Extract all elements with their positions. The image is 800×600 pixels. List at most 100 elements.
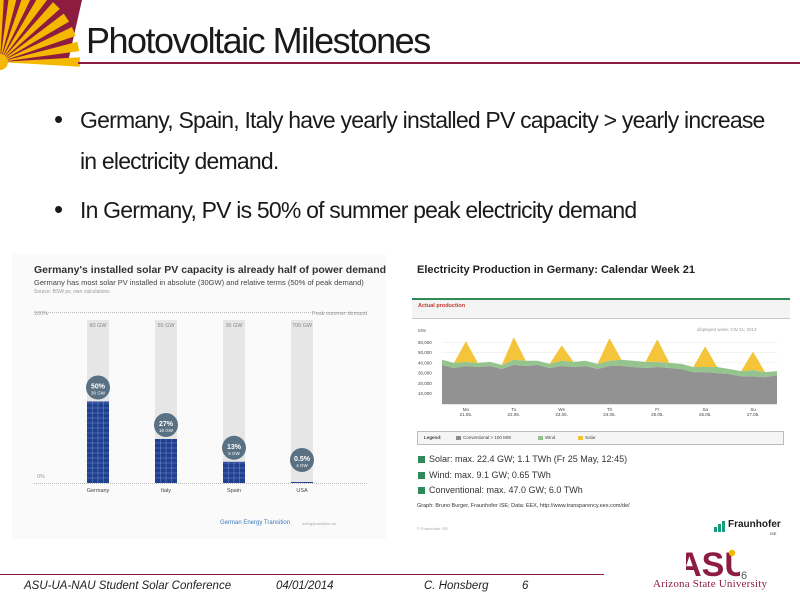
x-tick-label: 21.05. bbox=[460, 412, 473, 417]
demand-label: 55 GW bbox=[157, 323, 175, 329]
stat-item: Conventional: max. 47.0 GW; 6.0 TWh bbox=[417, 483, 627, 499]
gw-label: 5 GW bbox=[228, 451, 240, 456]
x-tick-label: 24.05. bbox=[603, 412, 616, 417]
production-header-label: Actual production bbox=[418, 303, 466, 309]
x-tick-label: 23.05. bbox=[555, 412, 568, 417]
bullet-item: • In Germany, PV is 50% of summer peak e… bbox=[52, 190, 772, 231]
value-bubble bbox=[290, 448, 314, 472]
bullet-dot-icon: • bbox=[54, 194, 63, 224]
sun-ray-icon bbox=[0, 2, 60, 62]
axis-label-100: 100% bbox=[34, 311, 49, 317]
production-stats: Solar: max. 22.4 GW; 1.1 TWh (Fr 25 May,… bbox=[417, 452, 627, 499]
sunburst-logo-icon bbox=[0, 0, 82, 70]
energy-transition-site: energytransition.de bbox=[302, 521, 337, 526]
bullet-item: • Germany, Spain, Italy have yearly inst… bbox=[52, 100, 772, 182]
footer-author: C. Honsberg bbox=[424, 580, 489, 592]
x-tick-label: Su bbox=[750, 407, 756, 412]
graph-credit: Graph: Bruno Burger, Fraunhofer ISE; Dat… bbox=[417, 503, 630, 509]
slide-title: Photovoltaic Milestones bbox=[86, 20, 431, 61]
category-label: Spain bbox=[227, 488, 241, 494]
stat-item: Solar: max. 22.4 GW; 1.1 TWh (Fr 25 May,… bbox=[417, 452, 627, 468]
pct-label: 0.5% bbox=[294, 456, 311, 463]
legend-swatch-icon bbox=[456, 435, 461, 440]
fraunhofer-logo-sub: ISE bbox=[770, 531, 777, 536]
x-tick-label: Sa bbox=[702, 407, 708, 412]
y-tick-label: 60,000 bbox=[418, 340, 432, 345]
pct-label: 50% bbox=[91, 384, 106, 391]
footer-page: 6 bbox=[522, 580, 529, 592]
pv-bar-chart: 60 GW 50%30 GW Germany 55 GW 27%15 GW Italy 35… bbox=[86, 320, 314, 494]
university-name: Arizona State University bbox=[653, 578, 768, 590]
stat-text: Solar: max. 22.4 GW; 1.1 TWh (Fr 25 May,… bbox=[429, 454, 628, 464]
x-tick-label: 22.05. bbox=[508, 412, 521, 417]
pv-figure-source: Source: BSW pv, own calculations bbox=[34, 289, 110, 295]
axis-line-top bbox=[34, 312, 367, 313]
x-tick-label: 25.05. bbox=[651, 412, 664, 417]
page-number-corner: 6 bbox=[741, 570, 748, 582]
bullet-text: Germany, Spain, Italy have yearly instal… bbox=[80, 107, 765, 174]
pv-bar bbox=[155, 438, 177, 483]
stat-text: Wind: max. 9.1 GW; 0.65 TWh bbox=[429, 469, 551, 480]
legend-item-wind: Wind bbox=[538, 435, 555, 440]
sun-ray-icon bbox=[0, 57, 80, 67]
sun-ray-icon bbox=[0, 27, 76, 62]
footer-conference: ASU-UA-NAU Student Solar Conference bbox=[24, 580, 232, 592]
category-label: Italy bbox=[161, 488, 171, 494]
legend-swatch-icon bbox=[578, 435, 583, 440]
legend-title: Legend: bbox=[424, 435, 442, 440]
fraunhofer-mark-icon bbox=[714, 521, 725, 532]
legend-swatch-icon bbox=[538, 435, 543, 440]
pct-label: 27% bbox=[159, 421, 174, 428]
asu-logo-icon: ASU bbox=[686, 546, 740, 582]
fraunhofer-logo-text: Fraunhofer bbox=[728, 519, 781, 530]
axis-line-bottom bbox=[34, 483, 367, 484]
sun-ray-icon bbox=[0, 41, 80, 62]
pv-bar bbox=[223, 461, 245, 483]
gw-label: 15 GW bbox=[159, 428, 174, 433]
bullet-dot-icon: • bbox=[54, 104, 63, 134]
bullet-list: • Germany, Spain, Italy have yearly inst… bbox=[52, 100, 772, 239]
legend-item-solar: Solar bbox=[578, 435, 596, 440]
y-axis-label: MW bbox=[418, 328, 427, 333]
electricity-production-figure: Electricity Production in Germany: Calen… bbox=[412, 254, 790, 539]
y-tick-label: 40,000 bbox=[418, 360, 432, 365]
x-tick-label: Th bbox=[607, 407, 613, 412]
stat-text: Conventional: max. 47.0 GW; 6.0 TWh bbox=[429, 485, 583, 495]
demand-label: 700 GW bbox=[292, 323, 313, 329]
value-bubble bbox=[86, 375, 110, 400]
legend-label: Wind bbox=[545, 435, 556, 440]
y-tick-label: 30,000 bbox=[418, 371, 432, 376]
bullet-text: In Germany, PV is 50% of summer peak ele… bbox=[80, 197, 637, 223]
sun-ray-icon bbox=[0, 0, 31, 62]
x-tick-label: 27.05. bbox=[747, 412, 760, 417]
week-label: displayed week: CW 21; 2013 bbox=[697, 327, 757, 332]
sun-ray-icon bbox=[0, 0, 4, 62]
stat-square-icon bbox=[418, 487, 425, 494]
x-tick-label: Tu bbox=[511, 407, 517, 412]
area-solar bbox=[442, 337, 777, 373]
fraunhofer-logo: Fraunhofer ISE bbox=[714, 518, 784, 538]
category-label: USA bbox=[296, 488, 308, 494]
energy-transition-logo: German Energy Transition bbox=[220, 520, 291, 526]
legend-item-conventional: Conventional > 100 MW bbox=[456, 435, 511, 440]
production-figure-title: Electricity Production in Germany: Calen… bbox=[417, 264, 695, 276]
production-legend: Legend: Conventional > 100 MW Wind Solar bbox=[417, 431, 784, 445]
pv-capacity-figure: Germany's installed solar PV capacity is… bbox=[12, 254, 386, 539]
x-tick-label: We bbox=[558, 407, 565, 412]
legend-label: Solar bbox=[585, 435, 596, 440]
pv-bar bbox=[87, 401, 109, 483]
pct-label: 13% bbox=[227, 444, 242, 451]
title-divider bbox=[78, 62, 800, 64]
graph-credit-small: © Fraunhofer ISE bbox=[417, 526, 449, 531]
area-wind bbox=[442, 359, 777, 378]
gw-label: 4 GW bbox=[296, 463, 308, 468]
demand-label: 35 GW bbox=[225, 323, 243, 329]
y-tick-label: 10,000 bbox=[418, 391, 432, 396]
gw-label: 30 GW bbox=[91, 391, 106, 396]
stat-square-icon bbox=[418, 456, 425, 463]
legend-label: Conventional > 100 MW bbox=[463, 435, 512, 440]
x-tick-label: Mo bbox=[463, 407, 470, 412]
demand-label: 60 GW bbox=[89, 323, 107, 329]
footer-date: 04/01/2014 bbox=[276, 580, 334, 592]
peak-demand-label: Peak summer demand bbox=[312, 311, 368, 317]
